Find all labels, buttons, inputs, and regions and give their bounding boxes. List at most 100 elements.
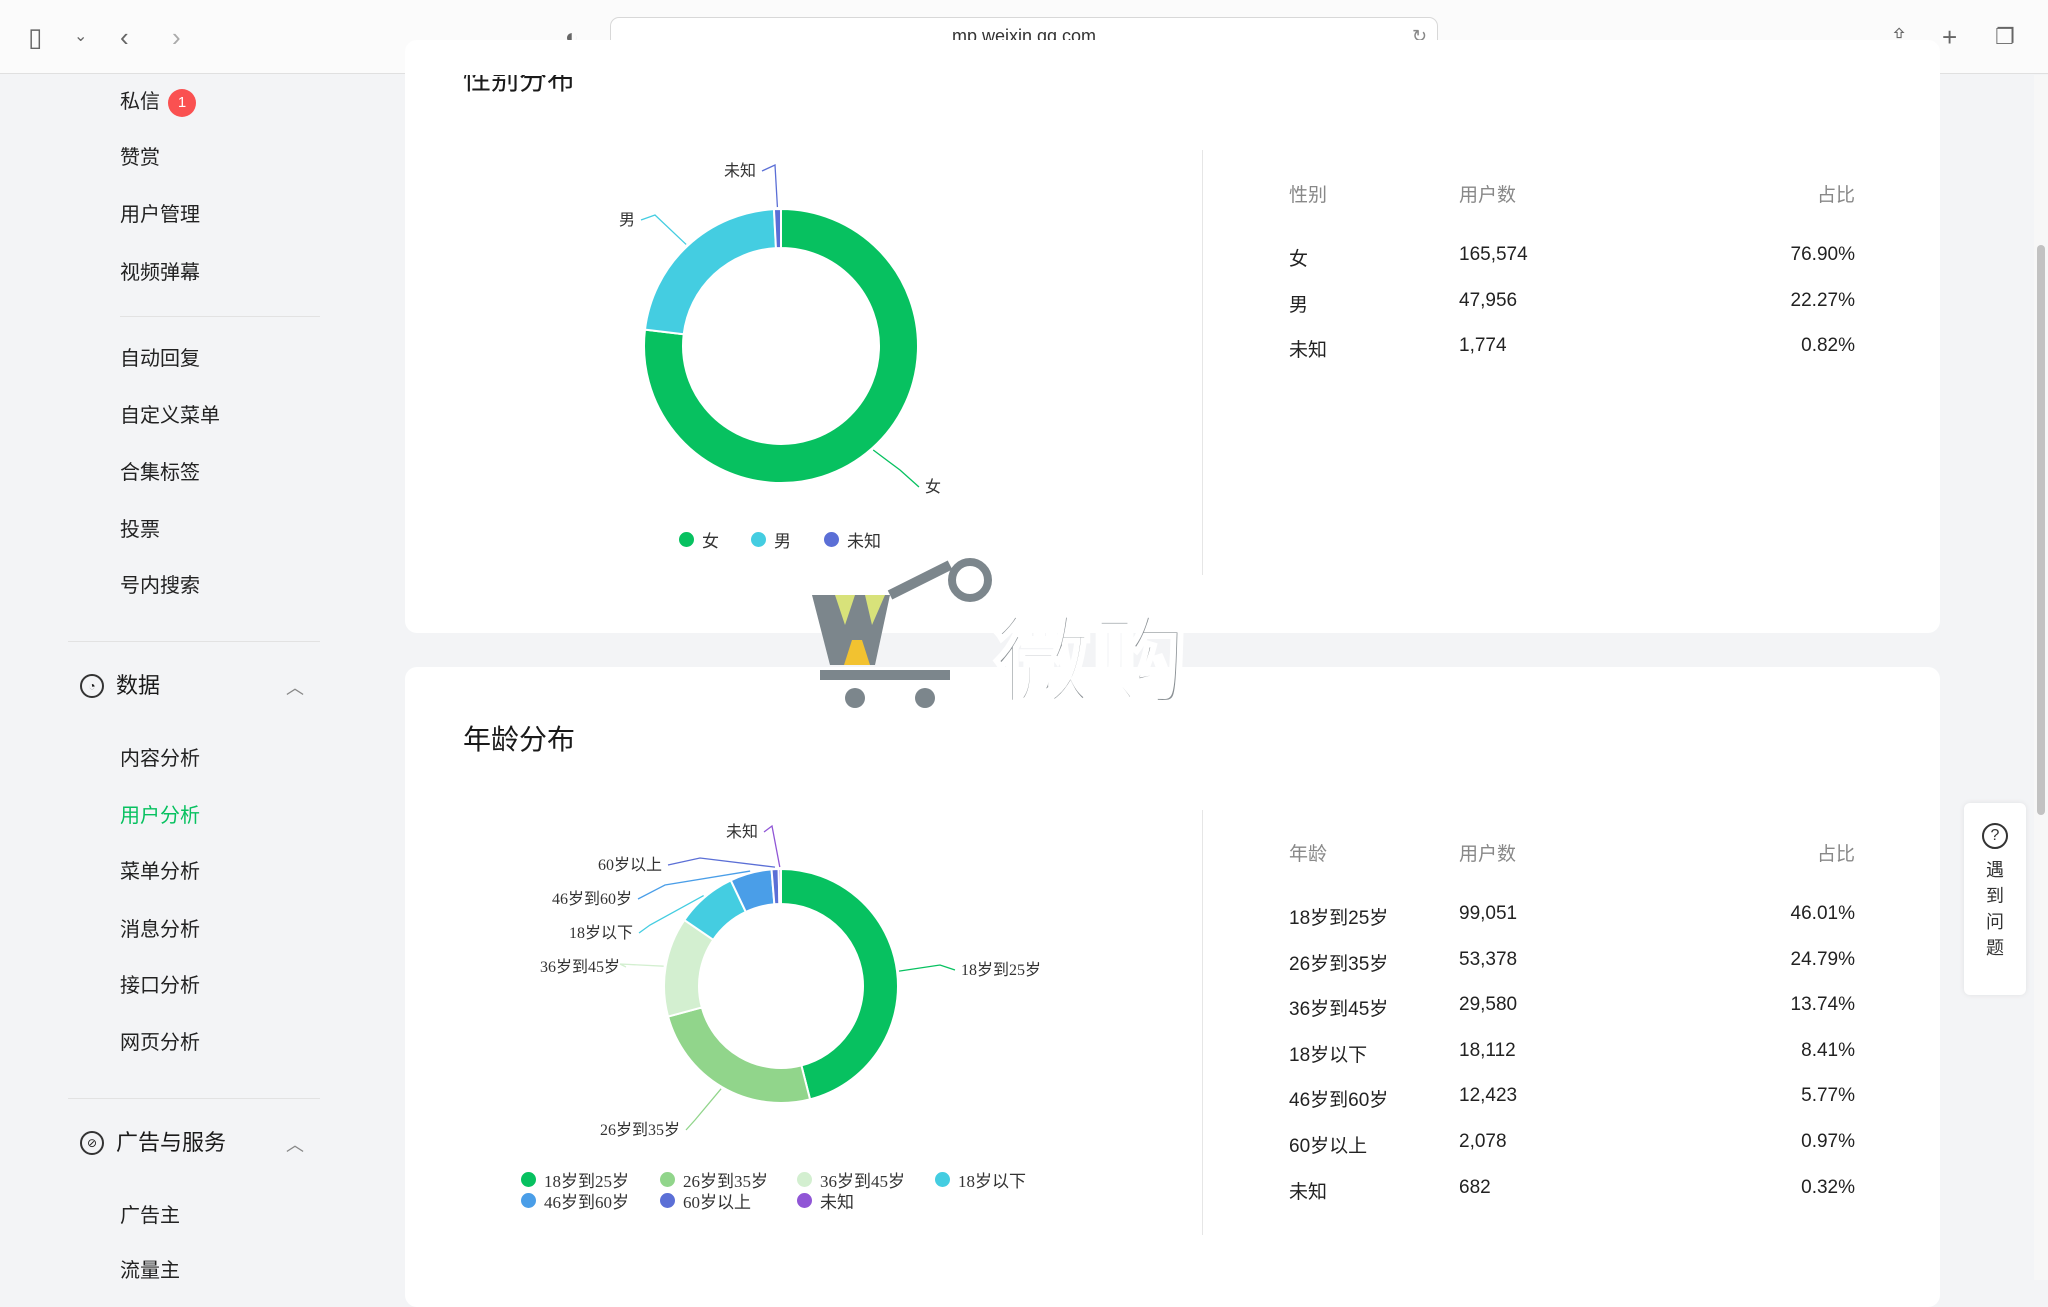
forward-icon[interactable]: ›	[172, 22, 181, 52]
legend-label: 26岁到35岁	[683, 1172, 768, 1191]
sidebar-item-web-analysis[interactable]: 网页分析	[120, 1032, 200, 1054]
legend-item[interactable]: 36岁到45岁	[797, 1167, 905, 1192]
chevron-down-icon[interactable]: ⌄	[74, 28, 88, 45]
gender-title: 性别分布	[463, 64, 576, 95]
legend-dot-icon	[751, 532, 766, 547]
legend-item[interactable]: 未知	[797, 1188, 854, 1213]
leader-line	[872, 449, 920, 488]
divider	[1202, 150, 1203, 575]
slice-label: 男	[619, 212, 635, 229]
back-icon[interactable]: ‹	[120, 22, 129, 52]
table-cell: 47,956	[1459, 289, 1518, 311]
scrollbar[interactable]	[2034, 75, 2048, 1280]
column-header: 占比	[1816, 185, 1855, 206]
sidebar-item-message-analysis[interactable]: 消息分析	[120, 919, 200, 941]
sidebar-item-messages[interactable]: 私信 1	[120, 88, 196, 117]
slice-label: 18岁以下	[569, 924, 633, 942]
legend-label: 36岁到45岁	[820, 1172, 905, 1191]
sidebar-item-collection-tags[interactable]: 合集标签	[120, 462, 200, 484]
table-cell: 18,112	[1459, 1039, 1516, 1061]
table-cell: 2,078	[1459, 1131, 1507, 1152]
donut-slice[interactable]	[643, 207, 919, 484]
table-cell: 76.90%	[1790, 244, 1855, 265]
pie-chart-icon: ◔	[80, 674, 104, 698]
column-header: 用户数	[1459, 185, 1517, 206]
sidebar-item-search[interactable]: 号内搜索	[120, 575, 200, 597]
help-char: 问	[1986, 912, 2004, 932]
charts-layer: 女男未知18岁到25岁26岁到35岁36岁到45岁18岁以下46岁到60岁60岁…	[540, 162, 1041, 1139]
help-char: 遇	[1986, 860, 2004, 880]
legend-item[interactable]: 女	[679, 527, 719, 552]
legend-dot-icon	[797, 1193, 812, 1208]
legend-item[interactable]: 26岁到35岁	[660, 1167, 768, 1192]
legend-label: 60岁以上	[683, 1193, 751, 1212]
leader-line	[619, 963, 664, 968]
sidebar-item-content-analysis[interactable]: 内容分析	[120, 748, 200, 770]
slice-label: 未知	[724, 162, 756, 180]
legend-label: 男	[774, 532, 791, 551]
donut-slice[interactable]	[780, 867, 899, 1101]
cart-logo-icon: 微购	[812, 558, 1189, 720]
legend-item[interactable]: 60岁以上	[660, 1188, 751, 1213]
table-cell: 18岁到25岁	[1289, 908, 1389, 929]
slice-label: 26岁到35岁	[600, 1121, 680, 1139]
table-cell: 53,378	[1459, 948, 1518, 970]
question-icon: ?	[1982, 823, 2008, 849]
legend-item[interactable]: 男	[751, 527, 791, 552]
table-cell: 29,580	[1459, 994, 1518, 1016]
donut-slice[interactable]	[666, 1006, 812, 1104]
donut-slice[interactable]	[772, 207, 782, 250]
leader-line	[761, 164, 779, 208]
sidebar-item-user-analysis[interactable]: 用户分析	[120, 805, 200, 827]
legend-dot-icon	[824, 532, 839, 547]
legend-label: 18岁到25岁	[544, 1172, 629, 1191]
unread-badge: 1	[168, 88, 196, 117]
table-cell: 18岁以下	[1289, 1044, 1368, 1066]
legend-item[interactable]: 18岁以下	[935, 1167, 1026, 1192]
chevron-up-icon[interactable]: ︿	[286, 678, 304, 698]
sidebar-item-publisher[interactable]: 流量主	[120, 1260, 180, 1282]
legend-item[interactable]: 46岁到60岁	[521, 1188, 629, 1213]
scrollbar-thumb[interactable]	[2037, 245, 2045, 815]
tabs-overview-icon[interactable]: ❐	[1995, 24, 2015, 49]
section-label: 广告与服务	[116, 1130, 227, 1155]
sidebar-item-vote[interactable]: 投票	[120, 519, 160, 541]
donut-slice[interactable]	[777, 867, 782, 906]
divider	[1202, 810, 1203, 1235]
divider	[68, 1098, 320, 1099]
table-cell: 13.74%	[1790, 994, 1855, 1016]
help-char: 题	[1986, 938, 2004, 958]
sidebar-section-ads[interactable]: ⊘ 广告与服务	[80, 1128, 226, 1158]
sidebar-item-custom-menu[interactable]: 自定义菜单	[120, 405, 220, 427]
sidebar-item-menu-analysis[interactable]: 菜单分析	[120, 861, 200, 883]
sidebar-item-reward[interactable]: 赞赏	[120, 147, 160, 169]
table-cell: 99,051	[1459, 903, 1518, 924]
legend-label: 18岁以下	[958, 1172, 1026, 1191]
legend-dot-icon	[935, 1172, 950, 1187]
sidebar-item-video-danmaku[interactable]: 视频弹幕	[120, 262, 200, 284]
new-tab-icon[interactable]: +	[1942, 22, 1958, 52]
slice-label: 60岁以上	[598, 856, 662, 874]
sidebar-item-api-analysis[interactable]: 接口分析	[120, 975, 200, 997]
legend-item[interactable]: 18岁到25岁	[521, 1167, 629, 1192]
sidebar-item-auto-reply[interactable]: 自动回复	[120, 348, 200, 370]
leader-line	[638, 895, 704, 934]
sidebar-item-advertiser[interactable]: 广告主	[120, 1205, 180, 1227]
compass-icon: ⊘	[80, 1131, 104, 1155]
table-cell: 未知	[1289, 340, 1328, 362]
sidebar-item-user-management[interactable]: 用户管理	[120, 204, 200, 226]
divider	[68, 641, 320, 642]
legend-label: 未知	[820, 1193, 854, 1212]
chevron-up-icon[interactable]: ︿	[286, 1135, 304, 1155]
help-widget[interactable]: ? 遇 到 问 题	[1964, 803, 2026, 995]
sidebar-toggle-icon[interactable]: ▯	[28, 22, 43, 52]
donut-slice[interactable]	[643, 208, 778, 336]
table-cell: 22.27%	[1790, 289, 1855, 311]
table-cell: 女	[1289, 249, 1309, 270]
legend-item[interactable]: 未知	[824, 527, 881, 552]
column-header: 性别	[1289, 185, 1328, 206]
table-cell: 26岁到35岁	[1289, 953, 1389, 975]
column-header: 年龄	[1289, 844, 1328, 865]
leader-line	[898, 964, 956, 972]
sidebar-section-data[interactable]: ◔ 数据	[80, 671, 160, 701]
